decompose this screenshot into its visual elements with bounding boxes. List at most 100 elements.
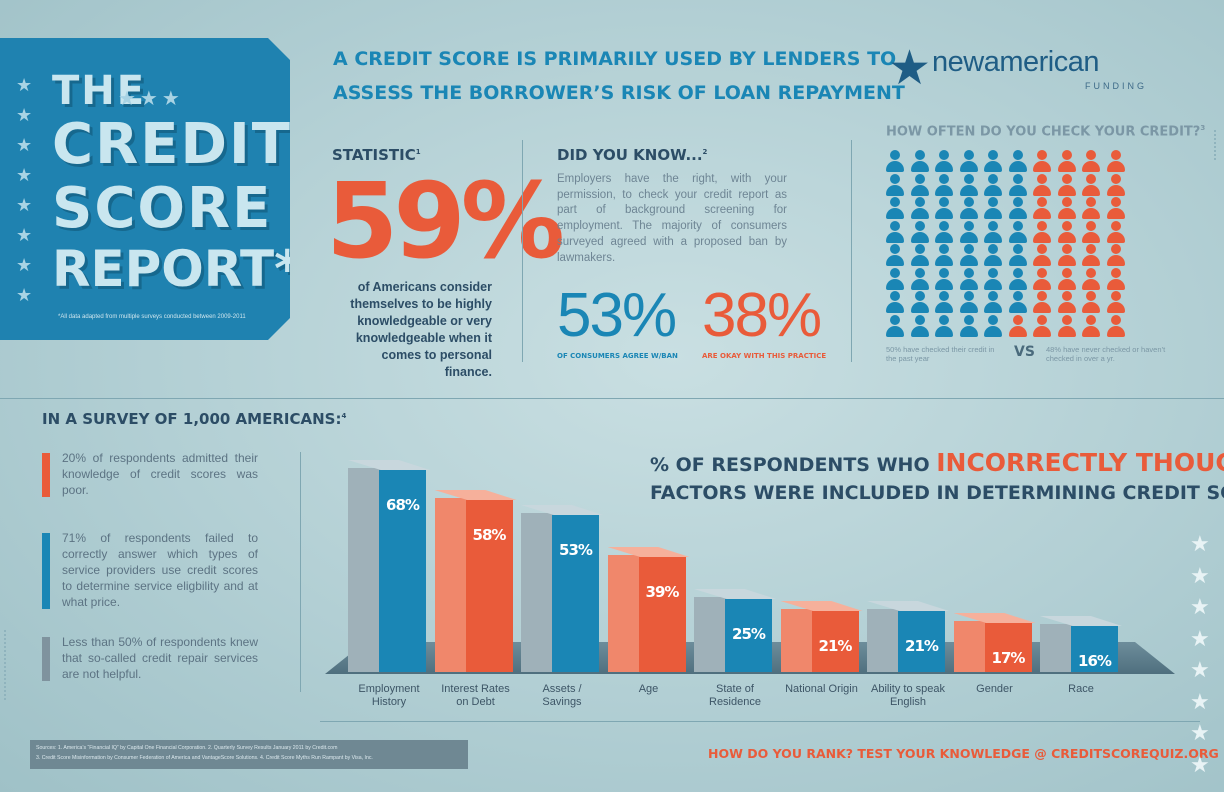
person-icon [1057,291,1076,313]
person-icon [1082,314,1100,337]
category-label: Interest Rates on Debt [441,683,510,708]
person-icon [959,197,978,219]
person-icon [1008,244,1027,266]
bar-side [434,498,470,672]
person-icon [1057,197,1076,219]
person-icon [1082,291,1100,313]
person-icon [984,220,1002,243]
person-icon [1082,173,1100,196]
chart-base-platform [325,642,1175,674]
person-icon [1008,197,1027,219]
person-icon [984,291,1002,313]
title-line2: CREDIT [52,112,292,177]
bar-side [694,597,729,672]
person-icon [910,220,929,243]
person-icon [984,197,1002,219]
deco-dots-left [0,630,6,700]
person-icon [910,314,929,337]
person-icon [1008,314,1027,337]
person-icon [1106,197,1125,219]
person-icon [886,267,904,290]
headline-line2: ASSESS THE BORROWER’S RISK OF LOAN REPAY… [333,82,905,104]
person-icon [984,150,1002,172]
logo-name: newamerican [932,46,1099,78]
person-icon [910,173,929,196]
person-icon [935,244,953,266]
bar-value-label: 39% [645,583,680,601]
person-icon [886,173,904,196]
divider-2 [851,140,852,362]
category-label: Employment History [358,683,420,708]
survey-marker-3 [42,637,50,681]
person-icon [1057,267,1076,290]
bar-value-label: 25% [732,625,766,643]
person-icon [935,173,953,196]
bar [465,500,513,672]
sources-box: Sources: 1. America’s “Financial IQ” by … [30,740,468,769]
bar-value-label: 21% [818,637,853,655]
person-icon [959,173,978,196]
category-label: Ability to speak English [871,683,945,708]
category-label: Race [1068,683,1094,695]
divider-1 [522,140,523,362]
divider-horizontal [0,398,1224,399]
person-icon [1082,150,1100,172]
person-icon [910,291,929,313]
star-column-left: ★ ★ ★ ★ ★ ★ ★ ★ [16,75,33,305]
person-icon [984,267,1002,290]
bar [379,470,426,672]
person-icon [910,197,929,219]
person-icon [1057,173,1076,196]
bar-value-label: 17% [991,649,1026,667]
person-icon [886,150,904,172]
person-icon [1033,150,1051,172]
deco-dots-right [1214,130,1224,160]
bar-value-label: 58% [472,526,507,544]
dyk-heading: DID YOU KNOW...2 [557,146,708,164]
person-icon [1106,173,1125,196]
category-label: Assets / Savings [542,683,582,708]
chart-heading-line1: % OF RESPONDENTS WHO INCORRECTLY THOUGHT… [650,448,1224,477]
person-icon [910,150,929,172]
person-icon [1106,150,1125,172]
title-footnote: *All data adapted from multiple surveys … [58,314,246,320]
person-icon [959,314,978,337]
statistic-value: 59% [326,160,565,282]
bar-top [867,601,949,611]
bar [984,623,1032,672]
person-icon [1106,291,1125,313]
bar [552,515,599,672]
sources-line1: Sources: 1. America’s “Financial IQ” by … [36,745,338,751]
check-heading: HOW OFTEN DO YOU CHECK YOUR CREDIT?3 [886,124,1206,140]
cta-link[interactable]: HOW DO YOU RANK? TEST YOUR KNOWLEDGE @ C… [708,746,1219,761]
person-icon [984,314,1002,337]
bar-value-label: 68% [386,496,420,514]
person-icon [959,220,978,243]
dyk-stat2-label: ARE OKAY WITH THIS PRACTICE [702,352,827,360]
sources-line2: 3. Credit Score Misinformation by Consum… [36,755,373,761]
divider-chart-bottom [320,721,1200,722]
statistic-text: of Americans consider themselves to be h… [350,280,492,379]
person-icon [1082,197,1100,219]
person-icon [935,267,953,290]
person-icon [935,197,953,219]
bar-top [434,490,517,500]
person-icon [1008,291,1027,313]
survey-marker-1 [42,453,50,497]
title-stars: ★★★ [118,88,184,110]
bar [898,611,945,672]
category-label: Gender [976,683,1013,695]
person-icon [959,291,978,313]
person-icon [1057,244,1076,266]
bar-side [953,621,989,672]
chart-heading-line2: FACTORS WERE INCLUDED IN DETERMINING CRE… [650,482,1224,504]
person-icon [886,314,904,337]
bar-value-label: 53% [559,541,593,559]
person-icon [1008,267,1027,290]
person-icon [1106,220,1125,243]
person-icon [935,220,953,243]
check-left-text: 50% have checked their credit in the pas… [886,345,995,363]
person-icon [1033,197,1051,219]
survey-item-3: Less than 50% of respondents knew that s… [62,635,258,681]
people-grid [886,150,1186,340]
